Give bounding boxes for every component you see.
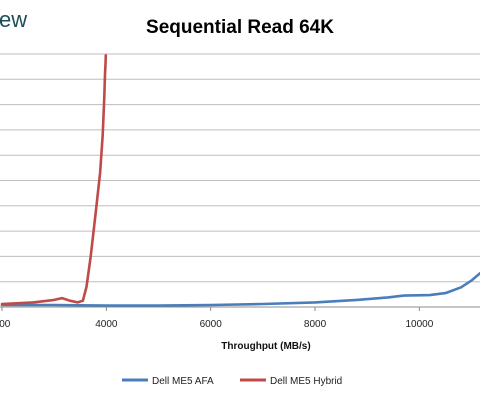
x-tick-label: 000 <box>0 319 11 330</box>
x-tick-label: 8000 <box>304 319 327 330</box>
series-lines <box>0 54 480 307</box>
chart-title: Sequential Read 64K <box>146 17 334 38</box>
legend: Dell ME5 AFA Dell ME5 Hybrid <box>122 376 342 387</box>
series-line-dell-me5-hybrid <box>0 54 108 306</box>
brand-logo-fragment: ew <box>0 7 27 32</box>
x-tick-label: 4000 <box>95 319 118 330</box>
legend-label: Dell ME5 Hybrid <box>270 376 342 387</box>
x-axis-label: Throughput (MB/s) <box>221 341 310 352</box>
x-tick-label: 10000 <box>405 319 433 330</box>
series-line-dell-me5-afa <box>0 271 480 307</box>
gridlines <box>0 53 480 308</box>
legend-label: Dell ME5 AFA <box>152 376 214 387</box>
x-axis-ticks: 000 4000 6000 8000 10000 <box>0 307 434 330</box>
x-tick-label: 6000 <box>200 319 223 330</box>
